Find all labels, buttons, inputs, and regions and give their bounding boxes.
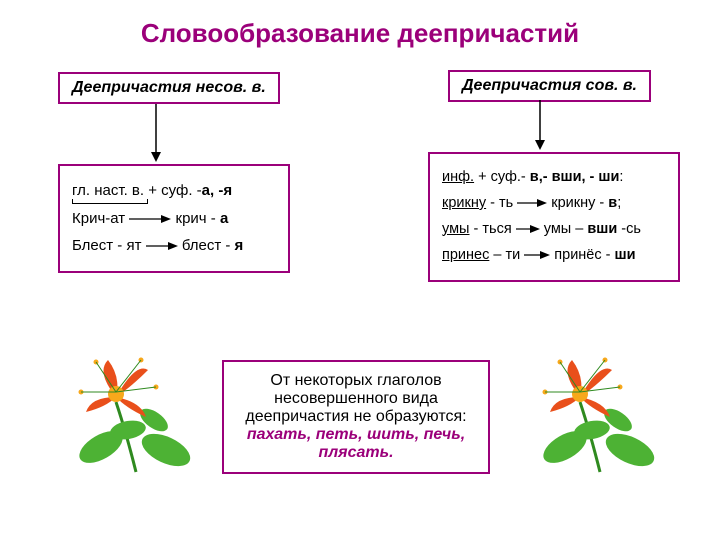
right-ex3: принес – ти принёс - ши [442,244,666,268]
left-ex1: Крич-ат крич - а [72,206,276,232]
left-ex1-b: крич - [176,210,220,227]
right-ex1-end: ; [617,195,621,211]
right-rule-pre: инф. [442,169,474,185]
page-title: Словообразование деепричастий [0,18,720,49]
header-left-text: Деепричастия несов. в. [72,79,266,96]
right-ex2: умы - ться умы – вши -сь [442,218,666,242]
flower-icon [66,342,206,482]
right-ex2-b: умы – [544,221,588,237]
right-ex2-mid: - ться [469,221,511,237]
right-ex1-mid: - ть [486,195,513,211]
left-rule-suf: а, -я [202,182,232,199]
note-line1: От некоторых глаголов [238,372,474,390]
box-right: инф. + суф.- в,- вши, - ши: крикну - ть … [428,152,680,282]
right-ex3-mid: – ти [489,247,520,263]
left-ex2-b: блест - [182,237,235,254]
arrow-down-right [534,100,546,150]
note-examples: пахать, петь, шить, печь, плясать. [238,426,474,462]
left-rule-pre: гл. наст. в. [72,182,144,199]
header-right-text: Деепричастия сов. в. [462,77,637,94]
right-ex3-b: принёс - [554,247,614,263]
arrow-down-left [150,104,162,162]
arrow-right-icon [516,224,540,234]
box-left: гл. наст. в. + суф. -а, -я Крич-ат крич … [58,164,290,273]
right-ex3-suf: ши [615,247,636,263]
arrow-right-icon [146,241,178,251]
note-box: От некоторых глаголов несовершенного вид… [222,360,490,474]
right-ex2-a: умы [442,221,469,237]
header-left: Деепричастия несов. в. [58,72,280,104]
right-rule: инф. + суф.- в,- вши, - ши: [442,166,666,190]
left-ex1-a: Крич-ат [72,210,125,227]
note-line3: деепричастия не образуются: [238,408,474,426]
left-ex2: Блест - ят блест - я [72,233,276,259]
left-rule: гл. наст. в. + суф. -а, -я [72,178,276,204]
note-line2: несовершенного вида [238,390,474,408]
flower-icon [530,342,670,482]
right-ex1-suf: в [608,195,617,211]
header-right: Деепричастия сов. в. [448,70,651,102]
right-ex2-suf: вши [587,221,617,237]
arrow-right-icon [129,214,171,224]
right-rule-s2: ,- вши [539,169,582,185]
arrow-right-icon [524,250,550,260]
right-rule-post: + суф.- [474,169,530,185]
arrow-right-icon [517,198,547,208]
right-ex1: крикну - ть крикну - в; [442,192,666,216]
right-rule-end: : [619,169,623,185]
right-ex2-end: -сь [617,221,641,237]
left-rule-post: + суф. - [148,182,201,199]
right-rule-s1: в [530,169,539,185]
left-ex1-suf: а [220,210,228,227]
left-ex2-a: Блест - ят [72,237,141,254]
right-ex1-b: крикну - [551,195,608,211]
right-ex3-a: принес [442,247,489,263]
right-rule-s3: , - ши [582,169,620,185]
left-ex2-suf: я [235,237,244,254]
right-ex1-a: крикну [442,195,486,211]
